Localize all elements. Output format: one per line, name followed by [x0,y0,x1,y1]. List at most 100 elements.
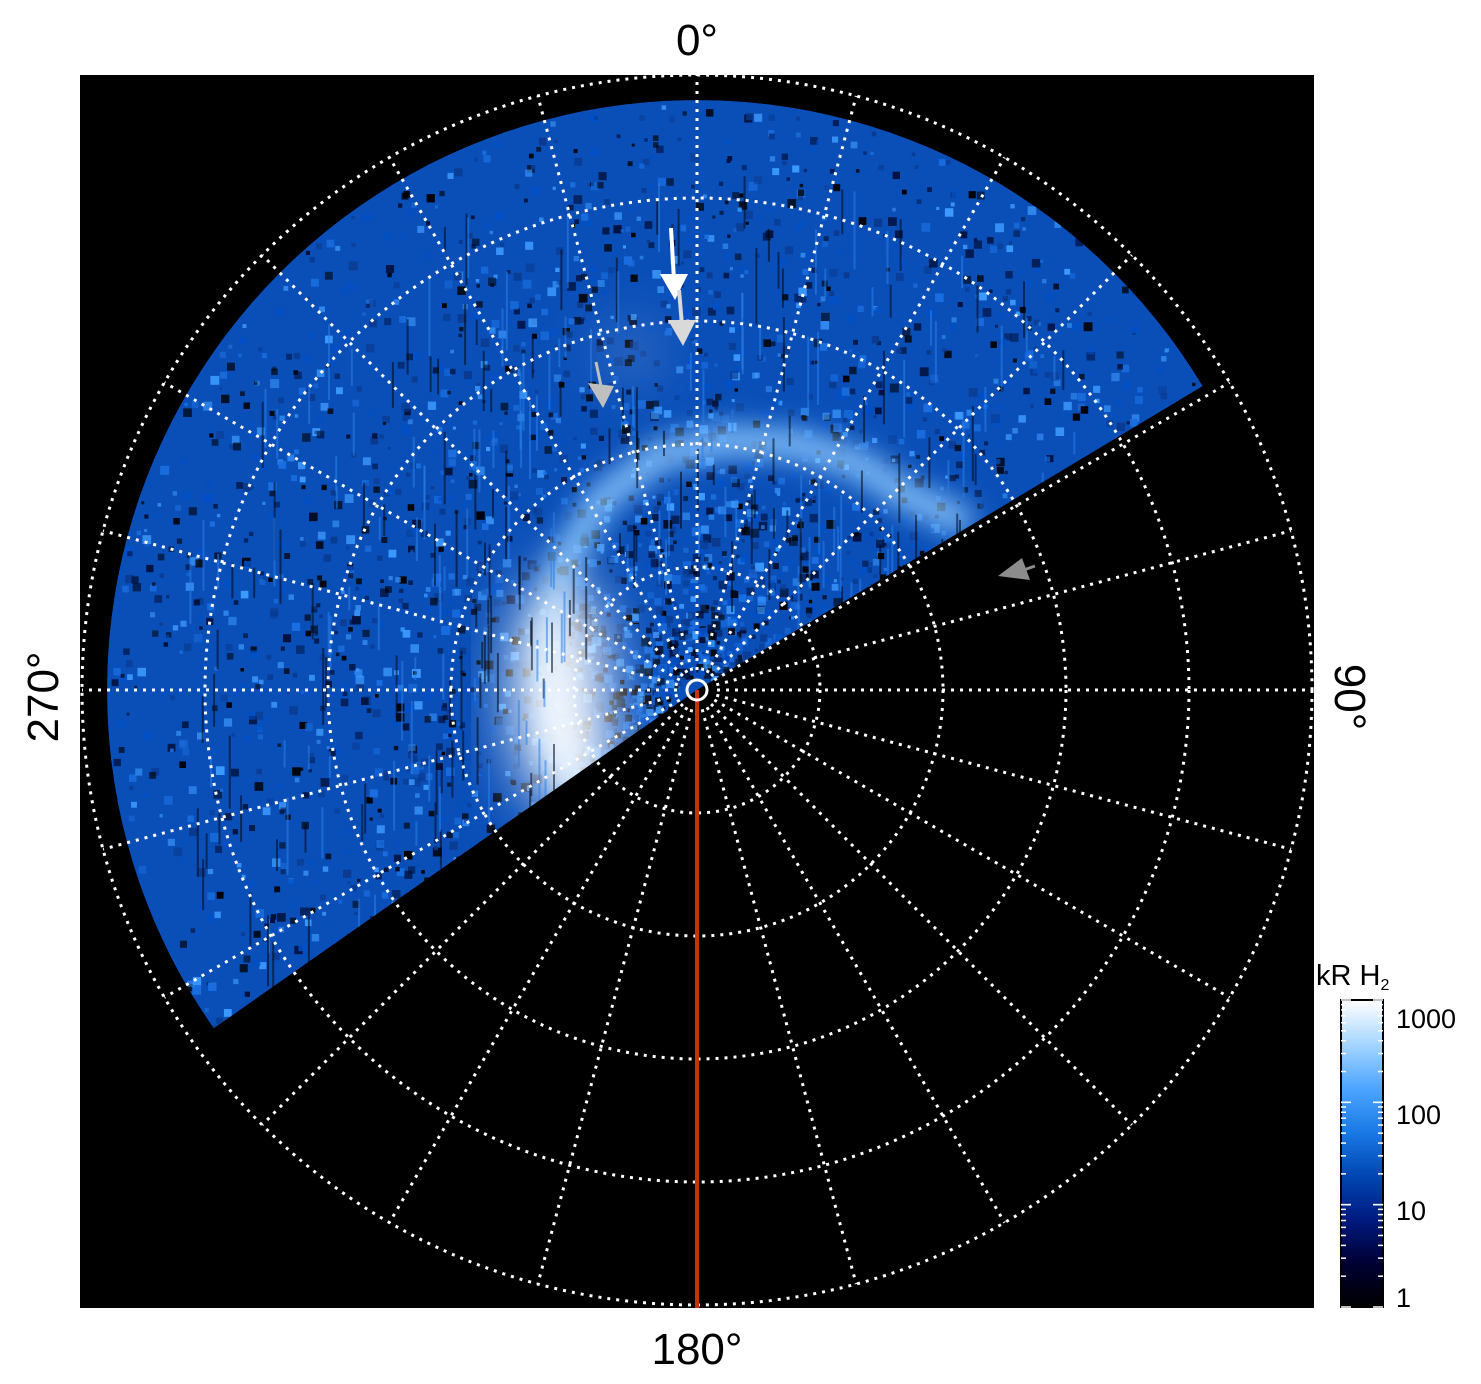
noise-speck [790,471,798,479]
noise-speck [294,449,299,455]
noise-speck [760,513,768,521]
noise-speck [883,543,887,547]
noise-speck [799,183,804,188]
noise-speck [412,351,421,361]
noise-speck [763,541,770,547]
noise-speck [493,616,500,623]
noise-speck [228,616,237,626]
noise-speck [748,569,758,579]
noise-speck [357,878,361,883]
noise-speck [912,543,917,548]
noise-speck [883,458,889,464]
noise-speck [282,519,286,524]
noise-speck [679,631,688,641]
noise-speck [165,632,172,638]
noise-speck [163,642,169,647]
noise-speck [522,514,530,521]
noise-speck [473,157,478,162]
noise-speck [840,577,844,581]
noise-speck [715,393,722,401]
noise-speck [463,371,472,380]
noise-speck [223,1009,232,1017]
noise-speck [897,260,906,269]
noise-speck [763,597,769,602]
noise-speck [614,742,620,749]
noise-speck [431,692,436,697]
noise-speck [416,761,424,770]
noise-speck [753,420,761,428]
noise-speck [680,224,687,231]
noise-speck [792,165,800,173]
noise-speck [741,633,748,640]
noise-speck [644,600,649,606]
noise-speck [627,708,631,713]
noise-speck [1026,316,1032,322]
noise-speck [908,404,915,411]
noise-speck [661,554,665,558]
noise-speck [352,689,356,693]
noise-speck [791,616,794,620]
noise-speck [339,619,347,627]
noise-speck [846,550,851,555]
noise-speck [644,654,651,661]
noise-speck [365,853,369,857]
noise-speck [344,494,354,503]
noise-speck [636,216,641,221]
noise-speck [795,498,800,503]
noise-speck [493,437,498,443]
noise-speck [493,793,502,802]
noise-speck [674,611,678,615]
noise-speck [852,578,859,585]
noise-speck [713,563,722,571]
noise-speck [655,650,661,656]
noise-speck [462,574,468,580]
noise-speck [377,619,385,628]
noise-speck [392,528,396,532]
noise-speck [299,767,304,771]
noise-speck [737,482,745,491]
noise-speck [712,665,718,672]
noise-speck [214,666,218,671]
noise-speck [715,629,723,637]
noise-speck [611,555,619,563]
colorbar-ticks [1341,999,1383,1308]
noise-speck [452,589,459,596]
noise-speck [594,116,598,120]
noise-speck [1050,388,1056,394]
noise-speck [811,557,819,564]
noise-speck [160,465,170,475]
noise-speck [210,832,220,842]
noise-speck [242,324,247,328]
noise-speck [654,406,663,415]
noise-speck [356,578,362,585]
noise-speck [630,314,637,321]
noise-speck [486,516,494,525]
noise-speck [913,323,922,331]
noise-speck [441,705,448,711]
noise-speck [713,600,718,605]
noise-speck [687,612,695,619]
noise-speck [622,722,630,729]
noise-speck [769,210,774,214]
noise-speck [399,588,404,593]
noise-speck [728,342,736,350]
noise-speck [310,625,318,634]
noise-speck [607,337,614,345]
noise-speck [423,691,433,700]
noise-speck [633,608,640,615]
noise-speck [457,286,466,295]
noise-speck [640,517,648,525]
noise-speck [621,577,628,584]
noise-speck [442,703,447,708]
noise-speck [777,400,783,406]
noise-speck [743,462,752,470]
noise-speck [740,622,745,627]
noise-speck [459,647,467,655]
grid-ring [572,565,822,815]
noise-speck [703,669,713,679]
noise-speck [518,777,524,783]
noise-speck [129,785,134,791]
noise-speck [220,788,224,792]
noise-speck [1047,319,1052,324]
noise-speck [483,703,488,708]
